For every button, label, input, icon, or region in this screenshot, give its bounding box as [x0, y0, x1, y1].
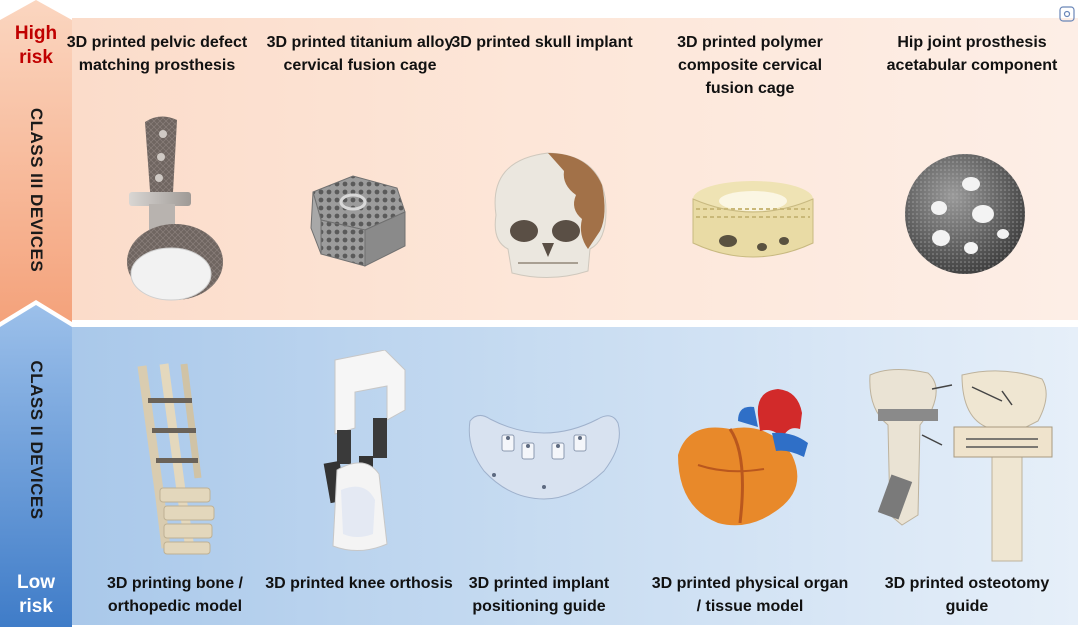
class-iii-label: CLASS III DEVICES	[27, 107, 46, 273]
heart-model-icon	[678, 389, 808, 526]
knee-orthosis-icon	[323, 350, 406, 551]
caption-implant-guide: 3D printed implant positioning guide	[468, 575, 610, 615]
caption-osteotomy-guide: 3D printed osteotomy guide	[884, 575, 1050, 615]
caption-spine-model: 3D printing bone / orthopedic model	[107, 575, 243, 615]
osteotomy-guide-icon	[869, 369, 1053, 562]
skull-implant-icon	[494, 152, 607, 279]
titanium-cage-icon	[310, 175, 406, 267]
pelvic-prosthesis-icon	[127, 116, 223, 301]
caption-heart-model: 3D printed physical organ / tissue model	[651, 575, 849, 615]
caption-pelvic-prosthesis: 3D printed pelvic defect matching prosth…	[66, 34, 248, 74]
acetabular-cup-icon	[905, 154, 1025, 274]
caption-skull-implant: 3D printed skull implant	[451, 34, 633, 51]
class-iii-risk-arrow	[0, 0, 72, 322]
caption-titanium-cage: 3D printed titanium alloy cervical fusio…	[266, 34, 454, 74]
caption-polymer-cage: 3D printed polymer composite cervical fu…	[677, 34, 823, 97]
low-risk-label: Low risk	[17, 572, 55, 617]
high-risk-label: High risk	[14, 23, 58, 68]
class-ii-risk-arrow	[0, 305, 72, 627]
caption-acetabular-cup: Hip joint prosthesis acetabular componen…	[886, 34, 1058, 74]
spine-model-icon	[137, 363, 215, 555]
polymer-cage-icon	[692, 181, 814, 258]
implant-guide-icon	[468, 415, 620, 500]
caption-knee-orthosis: 3D printed knee orthosis	[265, 575, 453, 592]
expand-icon[interactable]	[1059, 6, 1075, 22]
class-ii-label: CLASS II DEVICES	[27, 360, 46, 520]
